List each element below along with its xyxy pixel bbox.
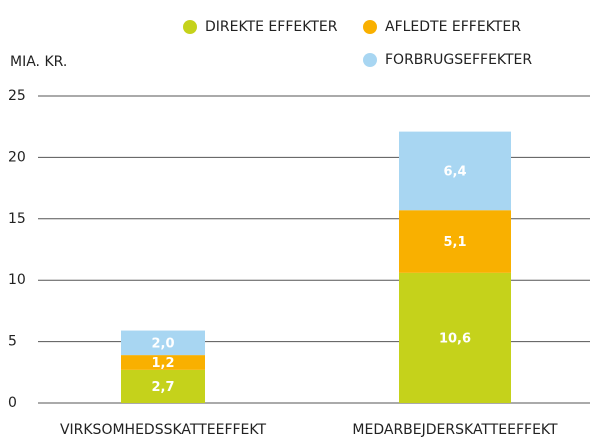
y-tick-label: 25 [8,88,26,104]
bar-segment [399,210,511,273]
legend-swatch [363,53,377,67]
bar-segment [121,355,205,370]
x-tick-label: MEDARBEJDERSKATTEEFFEKT [352,422,558,437]
legend-label: DIREKTE EFFEKTER [205,19,338,35]
y-tick-label: 10 [8,272,26,288]
value-label: 2,0 [151,336,174,351]
value-label: 10,6 [439,331,471,346]
y-tick-label: 20 [8,149,26,165]
legend-label: FORBRUGSEFFEKTER [385,52,532,68]
bar-segment [121,330,205,356]
value-label: 1,2 [151,356,174,371]
y-tick-label: 15 [8,211,26,227]
x-tick-label: VIRKSOMHEDSSKATTEEFFEKT [60,422,267,437]
bar-segment [121,369,205,403]
legend-label: AFLEDTE EFFEKTER [385,19,521,35]
y-axis-label: MIA. KR. [10,54,67,70]
legend-swatch [363,20,377,34]
value-label: 5,1 [443,235,466,250]
legend-swatch [183,20,197,34]
y-tick-label: 5 [8,334,17,350]
bar-segment [399,272,511,403]
value-label: 2,7 [151,380,174,395]
bar-segment [399,131,511,211]
value-label: 6,4 [443,164,466,179]
y-tick-label: 0 [8,395,17,411]
